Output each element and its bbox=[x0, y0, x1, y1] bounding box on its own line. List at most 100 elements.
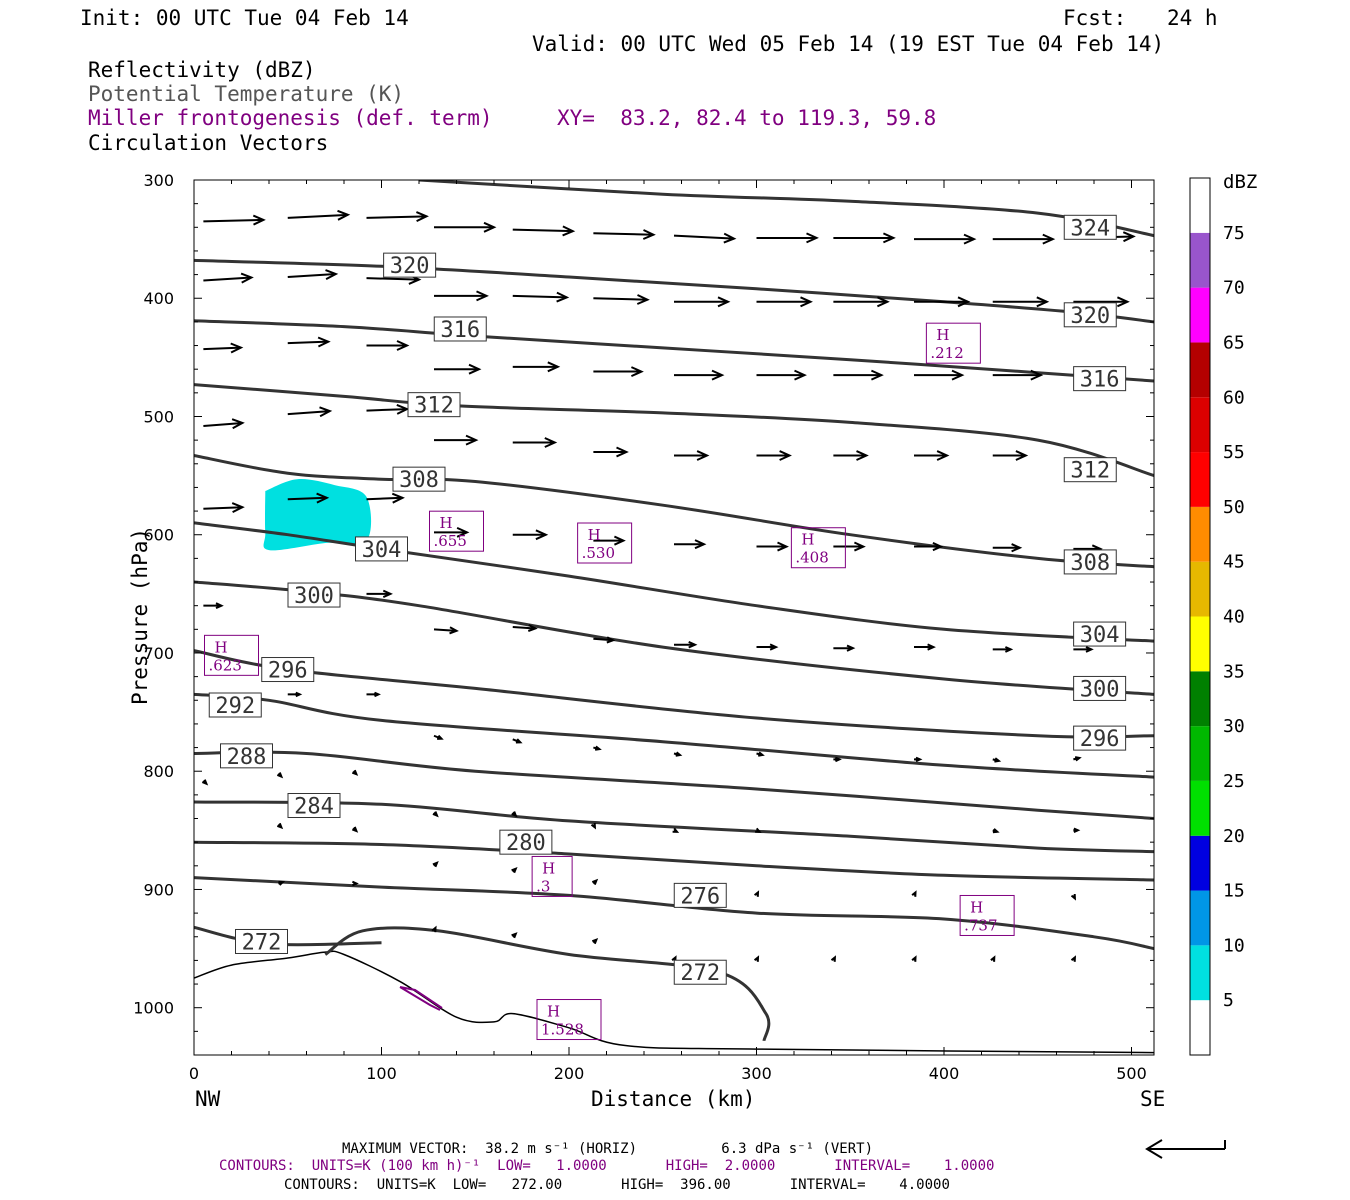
theta-label-text: 292 bbox=[215, 694, 255, 719]
colorbar-label: 45 bbox=[1223, 552, 1245, 573]
circulation-vector bbox=[833, 232, 896, 244]
vector-head bbox=[992, 828, 1000, 834]
circulation-vector bbox=[512, 529, 549, 541]
x-tick-label: 100 bbox=[366, 1064, 397, 1083]
vector-head bbox=[431, 925, 437, 933]
frontogenesis-max-box bbox=[925, 322, 981, 364]
vector-shaft bbox=[203, 218, 264, 223]
vector-head bbox=[915, 756, 923, 763]
theta-label-280: 280 bbox=[499, 829, 553, 856]
theta-label-box bbox=[392, 466, 446, 492]
theta-label-304: 304 bbox=[355, 536, 408, 563]
vector-head bbox=[711, 369, 725, 381]
circulation-vector bbox=[673, 232, 737, 244]
colorbar-label: 65 bbox=[1223, 332, 1245, 353]
theta-label-box bbox=[1073, 725, 1127, 751]
theta-contour-292 bbox=[194, 692, 1154, 779]
vector-head bbox=[694, 539, 707, 550]
y-tick-label: 400 bbox=[143, 289, 174, 308]
theta-label-304: 304 bbox=[1073, 621, 1127, 648]
colorbar-label: 35 bbox=[1223, 661, 1245, 682]
circulation-vector bbox=[366, 340, 410, 351]
circulation-vector bbox=[833, 296, 890, 308]
vector-shaft bbox=[366, 496, 403, 501]
circulation-vector bbox=[593, 366, 644, 378]
frontogenesis-max: H.655 bbox=[429, 510, 484, 552]
theta-label-box bbox=[673, 959, 727, 985]
colorbar-segment bbox=[1190, 835, 1210, 891]
colorbar-label: 30 bbox=[1223, 716, 1245, 737]
frontogenesis-max-value: .212 bbox=[930, 344, 963, 362]
vector-head bbox=[794, 369, 807, 381]
vector-head bbox=[437, 734, 444, 740]
circulation-vector bbox=[203, 502, 245, 513]
x-axis-right-end: SE bbox=[1140, 1087, 1166, 1111]
max-vector-key bbox=[1145, 1139, 1226, 1159]
circulation-vector bbox=[756, 643, 779, 651]
vector-head bbox=[449, 626, 459, 635]
theta-label-text: 296 bbox=[268, 659, 308, 684]
vector-head bbox=[1042, 233, 1056, 245]
vector-head bbox=[963, 233, 977, 245]
vector-head bbox=[351, 826, 359, 833]
vector-shaft bbox=[673, 234, 735, 240]
vector-head bbox=[391, 492, 405, 504]
vector-head bbox=[1116, 296, 1130, 308]
colorbar-title: dBZ bbox=[1223, 171, 1257, 193]
vector-shaft bbox=[203, 421, 243, 427]
vector-head bbox=[753, 890, 760, 897]
circulation-vector bbox=[511, 866, 518, 874]
x-tick-label: 200 bbox=[554, 1064, 585, 1083]
circulation-vector bbox=[992, 296, 1050, 308]
vector-head bbox=[856, 450, 869, 461]
theta-label-box bbox=[287, 582, 341, 608]
y-tick-label: 800 bbox=[143, 762, 174, 781]
vector-head bbox=[1036, 296, 1050, 308]
cross-section-endpoints: XY= 83.2, 82.4 to 119.3, 59.8 bbox=[557, 106, 937, 130]
circulation-vector bbox=[593, 636, 616, 644]
circulation-vector bbox=[992, 543, 1023, 553]
vector-head bbox=[779, 450, 792, 461]
vector-head bbox=[1085, 646, 1094, 653]
frontogenesis-max-value: .655 bbox=[434, 532, 467, 550]
circulation-vector bbox=[434, 434, 479, 446]
theta-label-text: 276 bbox=[680, 884, 720, 909]
colorbar-segment bbox=[1190, 178, 1210, 233]
theta-label-box bbox=[220, 743, 273, 769]
theta-label-box bbox=[1063, 549, 1117, 575]
circulation-vector bbox=[914, 369, 965, 381]
vector-head bbox=[240, 272, 254, 284]
vector-head bbox=[769, 643, 779, 651]
colorbar-segment bbox=[1190, 452, 1210, 507]
theta-label-box bbox=[673, 882, 727, 908]
colorbar-label: 20 bbox=[1223, 826, 1245, 847]
colorbar-segment bbox=[1190, 890, 1210, 946]
frontogenesis-max-letter: H bbox=[440, 514, 453, 532]
circulation-vector-layer bbox=[201, 209, 1136, 962]
vector-head bbox=[696, 450, 710, 461]
vector-head bbox=[876, 296, 890, 308]
circulation-vector bbox=[203, 602, 224, 610]
theta-contour-280 bbox=[194, 840, 1154, 882]
theta-contour-312 bbox=[194, 383, 1154, 478]
circulation-vector bbox=[201, 779, 209, 786]
vector-shaft bbox=[593, 232, 654, 236]
theta-label-box bbox=[407, 392, 461, 418]
circulation-vector bbox=[433, 626, 459, 635]
circulation-vector bbox=[287, 406, 333, 418]
vector-head bbox=[396, 403, 410, 415]
plot-frame bbox=[193, 179, 1155, 1056]
circulation-vector bbox=[287, 269, 339, 280]
theta-label-text: 320 bbox=[390, 254, 430, 279]
vector-head bbox=[252, 214, 266, 226]
theta-label-box bbox=[1063, 214, 1117, 240]
y-tick-label: 600 bbox=[143, 526, 174, 545]
frontogenesis-max: H1.528 bbox=[536, 999, 602, 1041]
circulation-vector bbox=[590, 822, 596, 830]
vector-head bbox=[957, 296, 971, 308]
vector-head bbox=[1011, 543, 1023, 553]
vector-head bbox=[951, 369, 965, 381]
circulation-vector bbox=[366, 691, 381, 698]
theta-label-300: 300 bbox=[287, 582, 341, 609]
frontogenesis-max-value: .408 bbox=[795, 549, 828, 567]
